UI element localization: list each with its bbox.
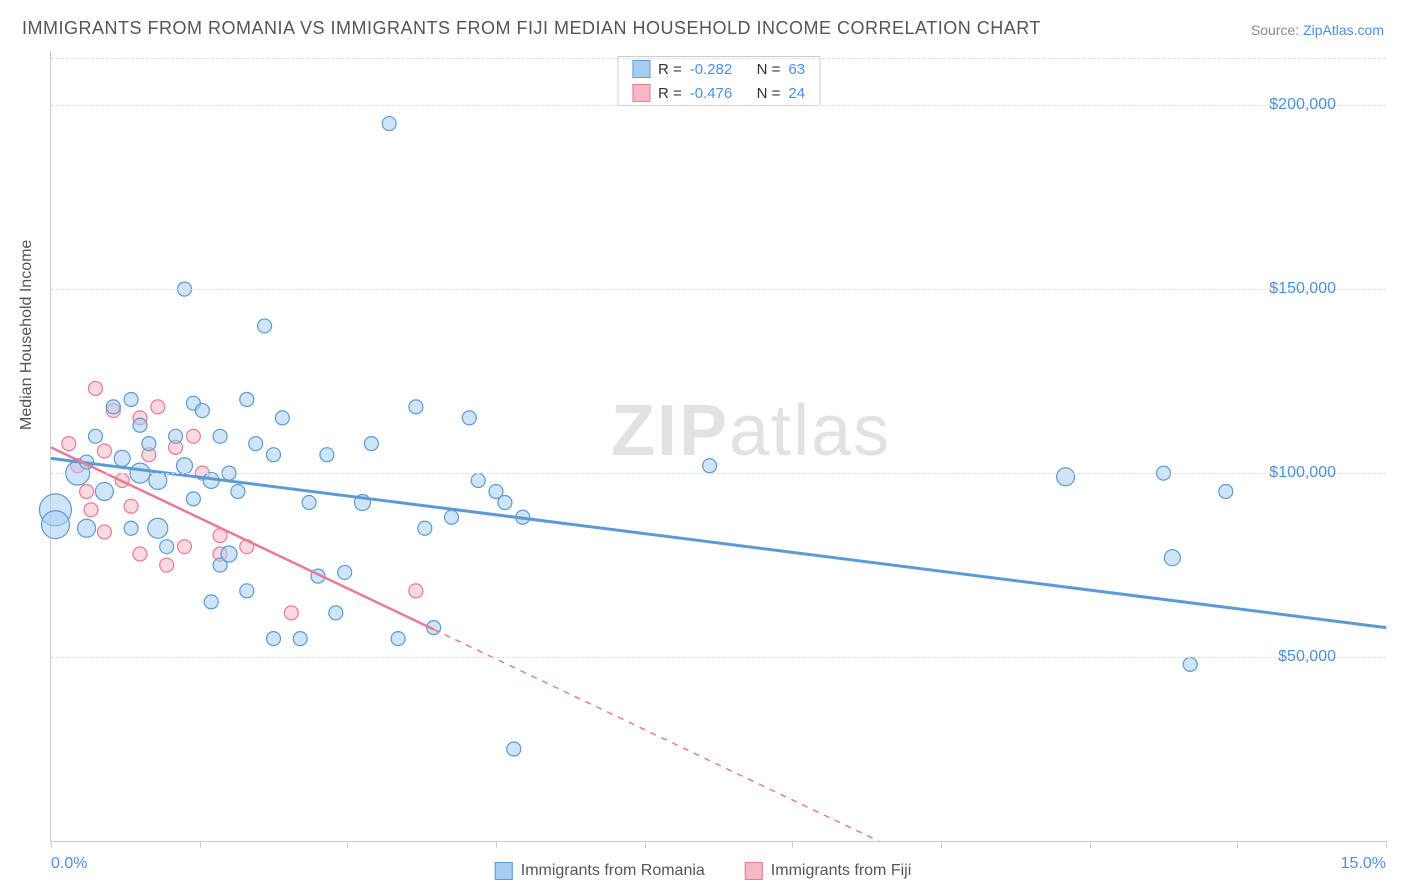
data-point: [267, 448, 281, 462]
swatch-fiji-icon: [745, 862, 763, 880]
data-point: [275, 411, 289, 425]
data-point: [1183, 657, 1197, 671]
data-point: [177, 458, 193, 474]
data-point: [240, 584, 254, 598]
data-point: [84, 503, 98, 517]
data-point: [78, 519, 96, 537]
data-point: [507, 742, 521, 756]
legend-label-fiji: Immigrants from Fiji: [771, 862, 911, 880]
data-point: [186, 429, 200, 443]
data-point: [142, 437, 156, 451]
y-axis-label: Median Household Income: [18, 240, 36, 430]
data-point: [213, 429, 227, 443]
data-point: [364, 437, 378, 451]
data-point: [1057, 468, 1075, 486]
data-point: [124, 521, 138, 535]
data-point: [114, 450, 130, 466]
data-point: [169, 429, 183, 443]
chart-plot-area: ZIPatlas R = -0.282 N = 63 R = -0.476 N …: [50, 50, 1386, 842]
legend-r-value-fiji: -0.476: [690, 85, 733, 102]
data-point: [302, 496, 316, 510]
swatch-romania: [632, 60, 650, 78]
data-point: [703, 459, 717, 473]
data-point: [1219, 484, 1233, 498]
data-point: [409, 584, 423, 598]
data-point: [133, 547, 147, 561]
data-point: [258, 319, 272, 333]
data-point: [284, 606, 298, 620]
data-point: [80, 484, 94, 498]
legend-item-fiji: Immigrants from Fiji: [745, 862, 911, 880]
swatch-fiji: [632, 84, 650, 102]
legend-r-label: R =: [658, 61, 682, 78]
data-point: [320, 448, 334, 462]
x-tick-label: 15.0%: [1341, 855, 1386, 873]
source-prefix: Source:: [1251, 22, 1303, 38]
data-point: [133, 418, 147, 432]
legend-series: Immigrants from Romania Immigrants from …: [495, 862, 912, 880]
data-point: [106, 400, 120, 414]
data-point: [249, 437, 263, 451]
data-point: [97, 525, 111, 539]
data-point: [498, 496, 512, 510]
data-point: [160, 558, 174, 572]
data-point: [462, 411, 476, 425]
legend-r-label: R =: [658, 85, 682, 102]
data-point: [178, 540, 192, 554]
source-link[interactable]: ZipAtlas.com: [1303, 22, 1384, 38]
legend-item-romania: Immigrants from Romania: [495, 862, 705, 880]
data-point: [231, 484, 245, 498]
y-tick-label: $150,000: [1269, 280, 1336, 298]
data-point: [124, 499, 138, 513]
swatch-romania-icon: [495, 862, 513, 880]
data-point: [195, 404, 209, 418]
data-point: [41, 511, 69, 539]
data-point: [89, 381, 103, 395]
data-point: [267, 632, 281, 646]
data-point: [382, 117, 396, 131]
legend-n-value-fiji: 24: [788, 85, 805, 102]
scatter-svg: [51, 50, 1386, 841]
data-point: [204, 595, 218, 609]
data-point: [221, 546, 237, 562]
data-point: [418, 521, 432, 535]
y-tick-label: $200,000: [1269, 96, 1336, 114]
legend-n-value-romania: 63: [788, 61, 805, 78]
legend-n-label: N =: [757, 85, 781, 102]
data-point: [89, 429, 103, 443]
data-point: [338, 565, 352, 579]
y-tick-label: $50,000: [1278, 648, 1336, 666]
data-point: [293, 632, 307, 646]
data-point: [148, 518, 168, 538]
data-point: [124, 393, 138, 407]
chart-source: Source: ZipAtlas.com: [1251, 22, 1384, 38]
data-point: [151, 400, 165, 414]
y-tick-label: $100,000: [1269, 464, 1336, 482]
legend-label-romania: Immigrants from Romania: [521, 862, 705, 880]
data-point: [391, 632, 405, 646]
data-point: [445, 510, 459, 524]
data-point: [240, 393, 254, 407]
data-point: [409, 400, 423, 414]
data-point: [1164, 550, 1180, 566]
data-point: [95, 482, 113, 500]
data-point: [97, 444, 111, 458]
data-point: [329, 606, 343, 620]
legend-r-value-romania: -0.282: [690, 61, 733, 78]
legend-row-romania: R = -0.282 N = 63: [618, 57, 819, 81]
data-point: [186, 492, 200, 506]
legend-correlation: R = -0.282 N = 63 R = -0.476 N = 24: [617, 56, 820, 106]
chart-title: IMMIGRANTS FROM ROMANIA VS IMMIGRANTS FR…: [22, 18, 1041, 39]
data-point: [160, 540, 174, 554]
data-point: [471, 473, 485, 487]
legend-row-fiji: R = -0.476 N = 24: [618, 81, 819, 105]
data-point: [62, 437, 76, 451]
legend-n-label: N =: [757, 61, 781, 78]
x-tick-label: 0.0%: [51, 855, 87, 873]
